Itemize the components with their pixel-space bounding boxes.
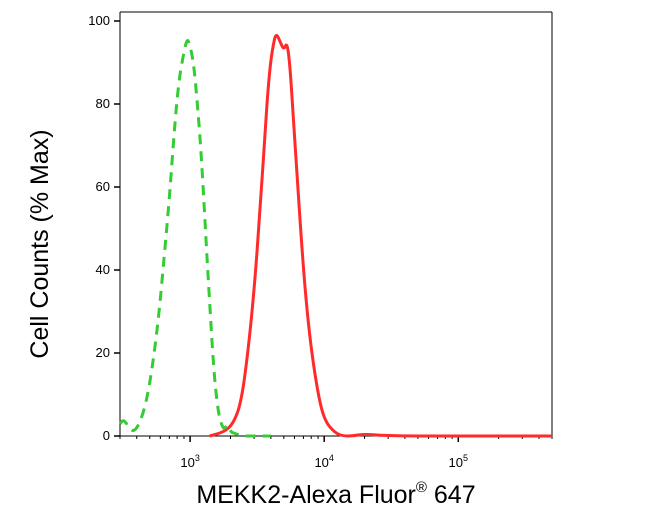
x-ticks: 103 104 105 [119,436,553,470]
x-axis-label: MEKK2-Alexa Fluor® 647 [196,479,475,509]
y-tick-label: 20 [96,345,110,360]
x-axis-label-main: MEKK2-Alexa Fluor [196,481,416,509]
x-axis-label-superscript: ® [416,479,427,496]
x-tick-label: 103 [180,453,199,470]
sample-series-line [209,34,552,438]
x-tick-label: 105 [449,453,468,470]
plot-area [119,11,553,437]
y-tick-label: 0 [103,428,110,443]
y-axis-label: Cell Counts (% Max) [26,129,54,358]
series-layer [118,34,552,438]
x-tick-label: 104 [314,453,333,470]
y-tick-label: 40 [96,262,110,277]
control-series-line [118,39,271,438]
x-axis-label-suffix: 647 [427,481,476,509]
y-tick-label: 100 [88,13,110,28]
y-ticks: 0 20 40 60 80 100 [88,13,120,443]
y-tick-label: 80 [96,96,110,111]
y-tick-label: 60 [96,179,110,194]
